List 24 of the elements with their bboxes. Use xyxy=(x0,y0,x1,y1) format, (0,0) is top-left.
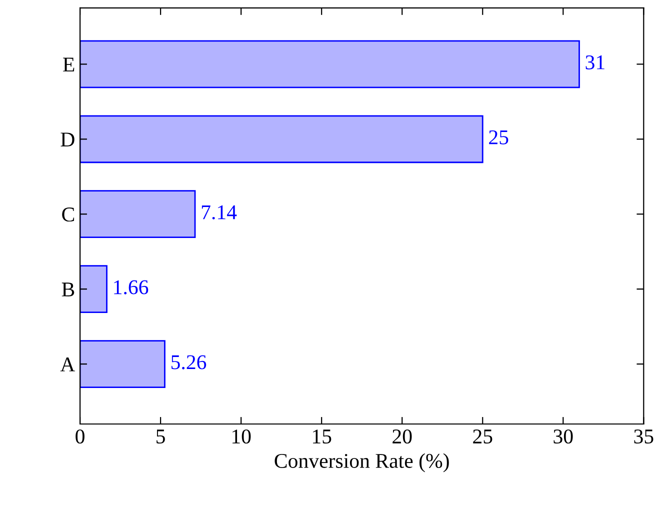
y-tick-label: A xyxy=(60,358,76,372)
bar xyxy=(80,115,484,164)
bar xyxy=(80,190,196,238)
x-tick-label: 15 xyxy=(313,430,332,444)
y-tick-label: B xyxy=(62,282,74,296)
x-axis-title: Conversion Rate (%) xyxy=(274,453,449,472)
bar xyxy=(80,265,108,313)
data-label: 7.14 xyxy=(202,205,237,220)
bar xyxy=(80,40,580,88)
y-tick-label: C xyxy=(62,208,74,222)
x-tick-label: 35 xyxy=(634,430,654,444)
data-label: 5.26 xyxy=(172,355,206,370)
x-tick-label: 10 xyxy=(232,429,251,444)
data-label: 25 xyxy=(489,130,508,144)
y-tick-label: E xyxy=(63,58,74,72)
y-tick-label: D xyxy=(60,132,74,146)
data-label: 1.66 xyxy=(114,280,148,294)
x-tick-label: 0 xyxy=(76,429,84,444)
data-label: 31 xyxy=(586,55,604,70)
x-tick-label: 30 xyxy=(554,429,573,444)
x-tick-label: 20 xyxy=(392,429,412,444)
bar xyxy=(80,340,166,388)
x-tick-label: 5 xyxy=(156,430,165,444)
x-tick-label: 25 xyxy=(473,430,492,444)
